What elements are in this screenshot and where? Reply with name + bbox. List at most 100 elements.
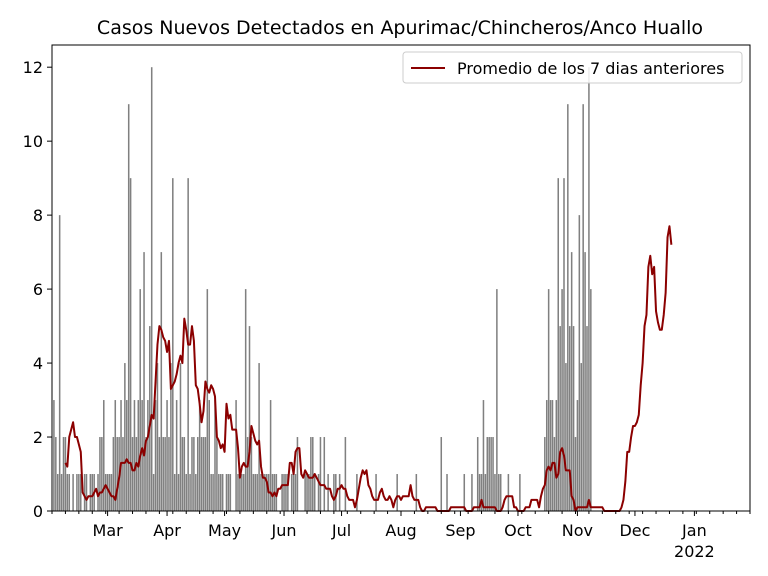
bar [189, 474, 191, 511]
bar [296, 437, 299, 511]
bar [544, 437, 546, 511]
bar [496, 289, 498, 511]
legend: Promedio de los 7 dias anteriores [402, 51, 743, 84]
bar [89, 474, 92, 511]
bar [476, 437, 479, 511]
y-tick-label: 0 [33, 502, 43, 521]
bar [99, 437, 101, 511]
bar [124, 363, 126, 511]
bar [446, 474, 448, 511]
bar [498, 474, 500, 511]
bar [191, 437, 193, 511]
y-tick-label: 4 [33, 354, 43, 373]
bar [584, 252, 586, 512]
bar [196, 437, 199, 511]
x-tick-label: Sep [445, 521, 475, 540]
bar [53, 400, 55, 511]
bar [133, 400, 136, 511]
bar [78, 474, 80, 511]
bar [549, 400, 552, 511]
bar [561, 289, 563, 511]
bar [356, 474, 358, 511]
bar [80, 474, 82, 511]
bar [317, 474, 320, 511]
bar [250, 437, 253, 511]
bar [586, 326, 588, 511]
bar [323, 437, 326, 511]
bar [559, 326, 561, 511]
bar [131, 437, 134, 511]
x-tick-label: Jun [271, 521, 297, 540]
y-tick-label: 10 [23, 132, 43, 151]
chart-title: Casos Nuevos Detectados en Apurimac/Chin… [97, 17, 703, 39]
bar [162, 437, 164, 511]
bar [114, 400, 117, 511]
bar [170, 363, 172, 511]
bar [570, 252, 573, 512]
bar [557, 178, 559, 511]
bar [246, 437, 249, 511]
bar [588, 67, 590, 511]
bar [492, 437, 494, 511]
bar [156, 363, 159, 511]
bar [152, 474, 155, 511]
bar [283, 474, 285, 511]
bar [183, 437, 186, 511]
bar [76, 474, 78, 511]
y-tick-label: 2 [33, 428, 43, 447]
bar [103, 400, 105, 511]
bar [269, 400, 272, 511]
x-tick-label: Nov [562, 521, 593, 540]
bar [104, 474, 107, 511]
bar [306, 474, 308, 511]
bar [258, 363, 260, 511]
bar [266, 474, 268, 511]
bar [137, 400, 140, 511]
bar [281, 474, 283, 511]
bar [294, 474, 297, 511]
bar [141, 400, 143, 511]
bar [66, 474, 69, 511]
bar [225, 474, 228, 511]
bar [214, 400, 216, 511]
bar [565, 363, 567, 511]
bar [344, 437, 347, 511]
bars-layer [53, 67, 592, 512]
bar [478, 474, 481, 511]
bar [126, 400, 128, 511]
bar [396, 474, 398, 511]
bar [158, 437, 161, 511]
bar [507, 474, 510, 511]
bar [555, 400, 558, 511]
bar [229, 474, 232, 511]
bar [64, 437, 67, 511]
bar [91, 474, 94, 511]
bar [168, 437, 170, 511]
x-year-label: 2022 [674, 542, 715, 561]
bar [193, 437, 195, 511]
bar [177, 474, 180, 511]
bar [200, 437, 203, 511]
bar [147, 400, 149, 511]
bar [179, 363, 182, 511]
bar [310, 437, 312, 511]
bar [112, 437, 115, 511]
y-tick-label: 12 [23, 58, 43, 77]
bar [166, 400, 168, 511]
bar [72, 474, 74, 511]
bar [568, 326, 571, 511]
bar [254, 474, 257, 511]
bar [175, 400, 178, 511]
y-tick-label: 8 [33, 206, 43, 225]
bar [242, 474, 245, 511]
line-layer [64, 225, 673, 512]
bar [219, 474, 222, 511]
bar [204, 437, 207, 511]
bar [135, 437, 138, 511]
bar [471, 474, 473, 511]
y-tick-label: 6 [33, 280, 43, 299]
bar [210, 474, 212, 511]
bar [68, 474, 71, 511]
bar [252, 474, 255, 511]
bar [576, 400, 579, 511]
